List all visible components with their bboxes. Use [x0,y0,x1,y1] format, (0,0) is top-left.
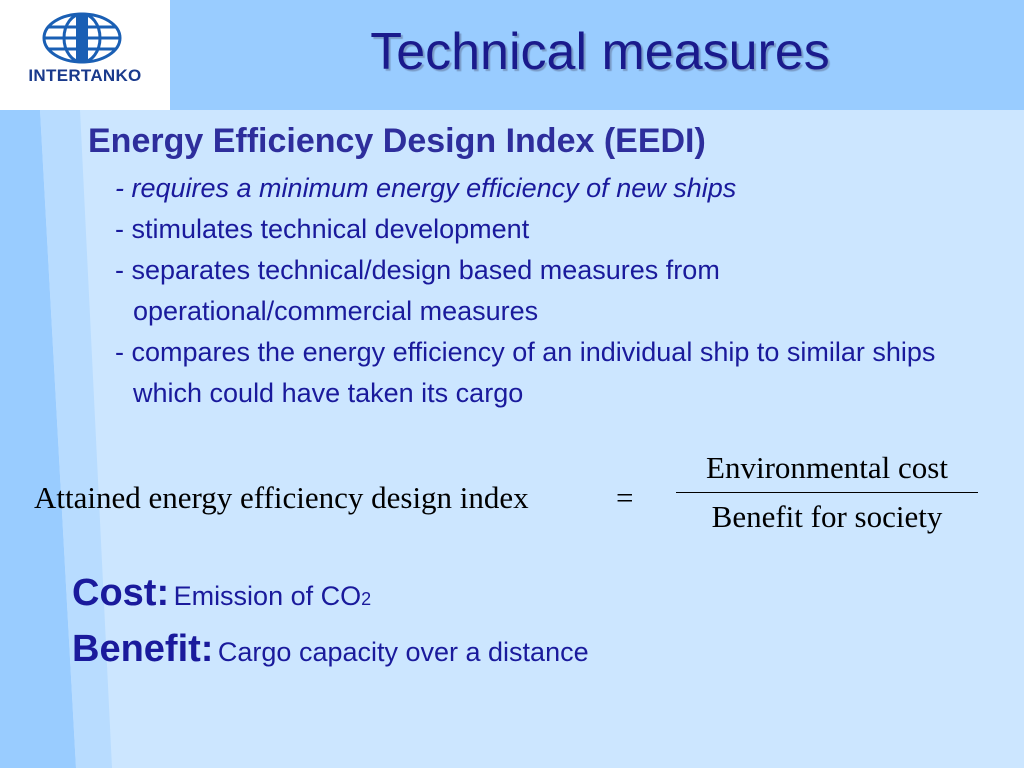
bullet-list: - requires a minimum energy efficiency o… [115,168,975,414]
bullet: - requires a minimum energy efficiency o… [115,173,737,203]
formula-numerator: Environmental cost [676,450,978,493]
bullet: - stimulates technical development [115,214,530,244]
left-stripe-light [40,110,112,768]
definition-subscript: 2 [361,589,372,609]
formula-denominator: Benefit for society [711,499,943,534]
definition: Cost: Emission of CO2 [72,572,371,615]
definition-text: Cargo capacity over a distance [217,637,589,667]
definition-text: Emission of CO [173,581,362,611]
logo-globe [42,12,122,64]
title-band [170,0,1024,110]
logo-text: INTERTANKO [28,66,142,85]
formula-fraction: Environmental cost Benefit for society [676,450,978,535]
formula-lhs: Attained energy efficiency design index [34,480,529,515]
slide-title: Technical measures [370,23,830,81]
formula-equals: = [616,480,634,515]
definition: Benefit: Cargo capacity over a distance [72,628,589,671]
bullet: - compares the energy efficiency of an i… [115,337,936,408]
left-stripe [0,110,76,768]
definition-term: Benefit: [72,628,214,670]
heading: Energy Efficiency Design Index (EEDI) [88,122,706,160]
bullet: - separates technical/design based measu… [115,255,720,326]
definition-term: Cost: [72,572,170,614]
